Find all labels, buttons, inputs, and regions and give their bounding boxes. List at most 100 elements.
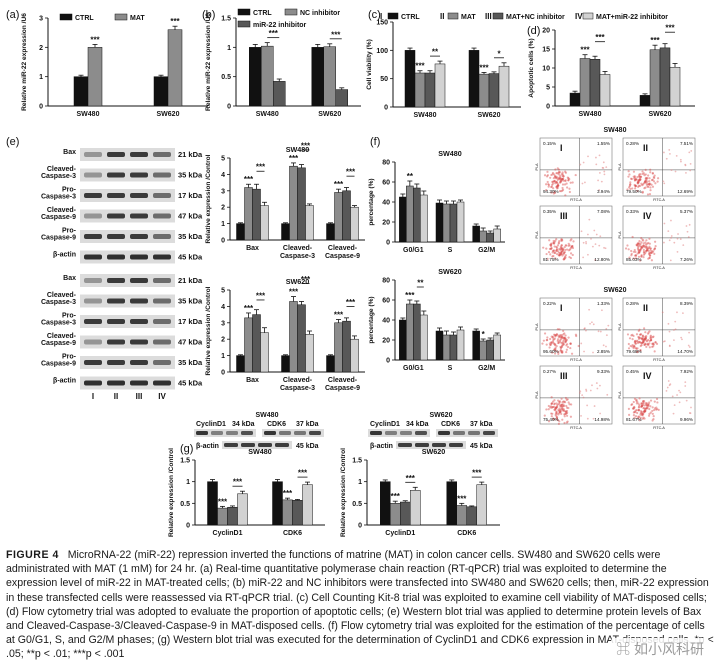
- event-dot: [644, 243, 648, 246]
- event-dot: [598, 189, 600, 191]
- event-dot: [640, 245, 643, 248]
- event-dot: [646, 180, 649, 183]
- blot-row-label: Caspase-9: [41, 235, 76, 242]
- event-dot: [639, 173, 642, 176]
- event-dot: [562, 247, 565, 250]
- blot-kda-label: 21 kDa: [178, 276, 203, 285]
- event-dot: [545, 343, 548, 346]
- event-dot: [674, 320, 677, 323]
- event-dot: [663, 222, 666, 225]
- event-dot: [543, 332, 547, 335]
- event-dot: [601, 309, 603, 312]
- blot-band: [153, 254, 171, 260]
- event-dot: [645, 402, 649, 405]
- event-dot: [672, 412, 675, 415]
- event-dot: [637, 249, 640, 252]
- blot-strip: [368, 429, 430, 437]
- event-dot: [629, 187, 632, 190]
- event-dot: [639, 178, 642, 181]
- blot-label: CDK6: [267, 421, 286, 428]
- event-dot: [648, 407, 651, 411]
- event-dot: [557, 402, 560, 406]
- event-dot: [651, 419, 654, 422]
- event-dot: [550, 406, 553, 409]
- event-dot: [640, 255, 643, 258]
- event-dot: [654, 245, 657, 248]
- event-dot: [563, 413, 566, 416]
- event-dot: [640, 342, 643, 345]
- event-dot: [555, 171, 558, 175]
- event-dot: [567, 179, 570, 182]
- event-dot: [648, 251, 651, 254]
- event-dot: [557, 408, 560, 412]
- event-dot: [562, 400, 565, 403]
- event-dot: [637, 406, 641, 409]
- event-dot: [648, 330, 651, 333]
- event-dot: [642, 251, 645, 254]
- bar: [406, 185, 414, 243]
- category-label: Cleaved-: [328, 245, 358, 252]
- event-dot: [641, 338, 644, 341]
- event-dot: [635, 408, 638, 412]
- event-dot: [560, 397, 563, 400]
- lane-label: III: [136, 392, 143, 401]
- event-dot: [555, 176, 559, 180]
- event-dot: [593, 229, 596, 232]
- event-dot: [562, 333, 565, 336]
- event-dot: [630, 252, 633, 255]
- event-dot: [641, 184, 644, 187]
- event-dot: [644, 408, 647, 411]
- event-dot: [564, 256, 567, 259]
- event-dot: [635, 399, 638, 402]
- event-dot: [639, 248, 642, 251]
- event-dot: [685, 225, 688, 227]
- event-dot: [637, 335, 640, 339]
- lane-label: I: [92, 392, 94, 401]
- legend-swatch: [237, 20, 251, 28]
- event-dot: [559, 347, 563, 350]
- event-dot: [632, 170, 636, 173]
- event-dot: [562, 258, 566, 261]
- event-dot: [557, 352, 560, 355]
- event-dot: [644, 180, 647, 183]
- significance-mark: ***: [346, 168, 356, 177]
- event-dot: [562, 253, 565, 256]
- bar: [236, 355, 245, 373]
- event-dot: [599, 330, 602, 333]
- flow-plot-frame: [539, 297, 613, 357]
- axis-label: PI-A: [618, 323, 622, 331]
- legend-swatch: [59, 13, 73, 21]
- event-dot: [565, 248, 569, 251]
- event-dot: [632, 347, 635, 350]
- event-dot: [645, 335, 648, 338]
- blot-row-label: β-actin: [53, 378, 76, 385]
- blot-strip: [436, 429, 498, 437]
- event-dot: [559, 335, 562, 338]
- event-dot: [640, 182, 643, 185]
- event-dot: [653, 174, 656, 177]
- event-dot: [557, 254, 560, 257]
- event-dot: [558, 401, 561, 404]
- event-dot: [583, 327, 586, 330]
- event-dot: [662, 180, 665, 183]
- event-dot: [647, 402, 650, 406]
- bar: [323, 46, 336, 107]
- event-dot: [633, 406, 636, 409]
- panel-label-c: (c): [368, 9, 381, 21]
- event-dot: [548, 239, 551, 242]
- event-dot: [667, 230, 670, 232]
- event-dot: [603, 246, 605, 249]
- event-dot: [648, 256, 651, 260]
- blot-kda-label: 34 kDa: [232, 421, 255, 428]
- event-dot: [565, 414, 569, 417]
- category-label: Bax: [246, 245, 259, 252]
- event-dot: [546, 257, 549, 260]
- event-dot: [636, 175, 639, 179]
- event-dot: [567, 401, 570, 404]
- bar: [420, 314, 428, 361]
- event-dot: [676, 311, 678, 314]
- event-dot: [595, 163, 598, 166]
- event-dot: [670, 219, 672, 222]
- event-dot: [551, 335, 554, 338]
- event-dot: [668, 149, 671, 151]
